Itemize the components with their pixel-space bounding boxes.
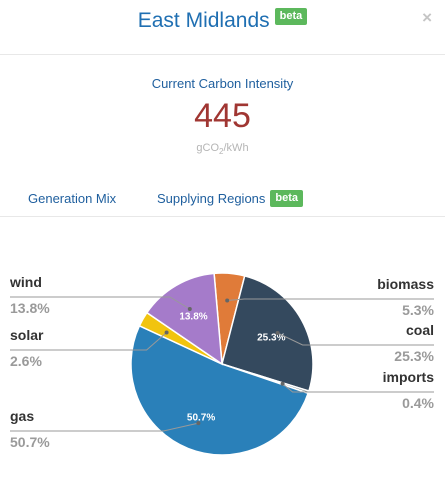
pie-anchor-dot-coal xyxy=(275,331,280,335)
popup-header: East Midlands beta × xyxy=(0,0,445,55)
pie-anchor-dot-wind xyxy=(187,307,192,311)
pie-label-name-wind: wind xyxy=(9,274,42,290)
pie-leader-line-wind xyxy=(10,296,191,310)
pie-anchor-dot-solar xyxy=(164,330,169,335)
pie-leader-line-coal xyxy=(277,332,434,346)
pie-slice-wind[interactable] xyxy=(145,272,223,366)
pie-inner-label-gas: 50.7% xyxy=(187,412,215,423)
region-title: East Midlands xyxy=(137,9,270,32)
pie-leader-line-gas xyxy=(10,422,199,432)
pie-label-name-coal: coal xyxy=(406,322,434,338)
tab-supplying-regions[interactable]: Supplying Regions beta xyxy=(157,190,304,208)
pie-slices xyxy=(130,272,314,456)
pie-inner-label-wind: 13.8% xyxy=(179,311,207,322)
pie-slice-coal[interactable] xyxy=(221,274,314,392)
tab-bar: Generation Mix Supplying Regions beta xyxy=(0,184,445,217)
supplying-regions-beta-badge: beta xyxy=(270,190,304,208)
pie-leader-line-biomass xyxy=(227,298,434,301)
close-icon[interactable]: × xyxy=(422,8,432,27)
pie-label-name-solar: solar xyxy=(10,327,44,343)
pie-slice-gas[interactable] xyxy=(130,324,310,456)
carbon-intensity-value: 445 xyxy=(194,97,251,135)
pie-anchor-dot-biomass xyxy=(225,298,230,303)
carbon-intensity-label: Current Carbon Intensity xyxy=(151,76,294,91)
pie-inner-label-coal: 25.3% xyxy=(257,333,285,344)
pie-labels: biomass 5.3% 25.3% coal 25.3% imports 0.4% 50.7… xyxy=(9,274,435,450)
pie-label-name-imports: imports xyxy=(383,369,435,385)
pie-anchor-dot-gas xyxy=(196,421,201,426)
pie-label-value-coal: 25.3% xyxy=(394,348,434,364)
pie-label-name-biomass: biomass xyxy=(377,276,434,292)
pie-label-name-gas: gas xyxy=(10,408,34,424)
pie-label-value-gas: 50.7% xyxy=(10,434,50,450)
pie-label-value-biomass: 5.3% xyxy=(402,302,434,318)
carbon-intensity-unit: gCO2/kWh xyxy=(196,142,249,157)
pie-label-value-imports: 0.4% xyxy=(402,395,434,411)
pie-anchor-dot-imports xyxy=(280,381,285,386)
tab-generation-mix[interactable]: Generation Mix xyxy=(28,191,117,206)
pie-leader-line-solar xyxy=(10,332,167,351)
pie-label-value-solar: 2.6% xyxy=(10,353,42,369)
pie-leader-line-imports xyxy=(282,383,434,393)
beta-badge: beta xyxy=(274,7,308,25)
pie-label-value-wind: 13.8% xyxy=(10,300,50,316)
